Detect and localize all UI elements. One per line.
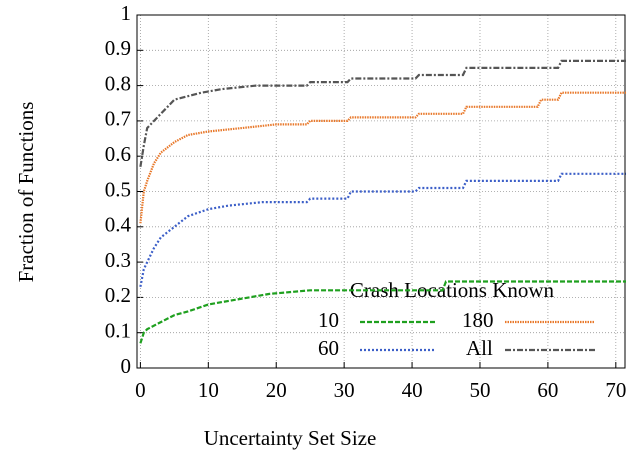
legend-label: 60	[318, 336, 339, 360]
y-tick-label: 0.4	[105, 213, 132, 237]
y-tick-label: 0.3	[105, 248, 131, 272]
y-tick-label: 0	[121, 354, 132, 378]
series-line	[139, 91, 626, 224]
y-tick-label: 0.6	[105, 142, 131, 166]
plot-frame	[136, 14, 626, 369]
legend-label: 10	[318, 308, 339, 332]
y-tick-label: 0.2	[105, 283, 131, 307]
x-tick-label: 20	[266, 378, 287, 402]
y-tick-label: 1	[121, 1, 132, 25]
y-tick-label: 0.8	[105, 71, 131, 95]
legend-label: 180	[462, 308, 494, 332]
x-tick-label: 30	[334, 378, 355, 402]
x-tick-label: 50	[469, 378, 490, 402]
y-tick-label: 0.9	[105, 36, 131, 60]
y-tick-label: 0.1	[105, 319, 131, 343]
series-line	[139, 172, 626, 288]
y-tick-label: 0.7	[105, 107, 131, 131]
series-line	[139, 280, 626, 344]
x-tick-label: 40	[402, 378, 423, 402]
x-tick-label: 0	[135, 378, 146, 402]
legend-label: All	[466, 336, 493, 360]
x-tick-label: 10	[198, 378, 219, 402]
y-tick-label: 0.5	[105, 177, 131, 201]
series-line	[139, 59, 626, 167]
x-axis-label: Uncertainty Set Size	[204, 426, 377, 450]
x-tick-label: 70	[605, 378, 626, 402]
y-axis-label: Fraction of Functions	[14, 102, 38, 283]
x-tick-label: 60	[537, 378, 558, 402]
